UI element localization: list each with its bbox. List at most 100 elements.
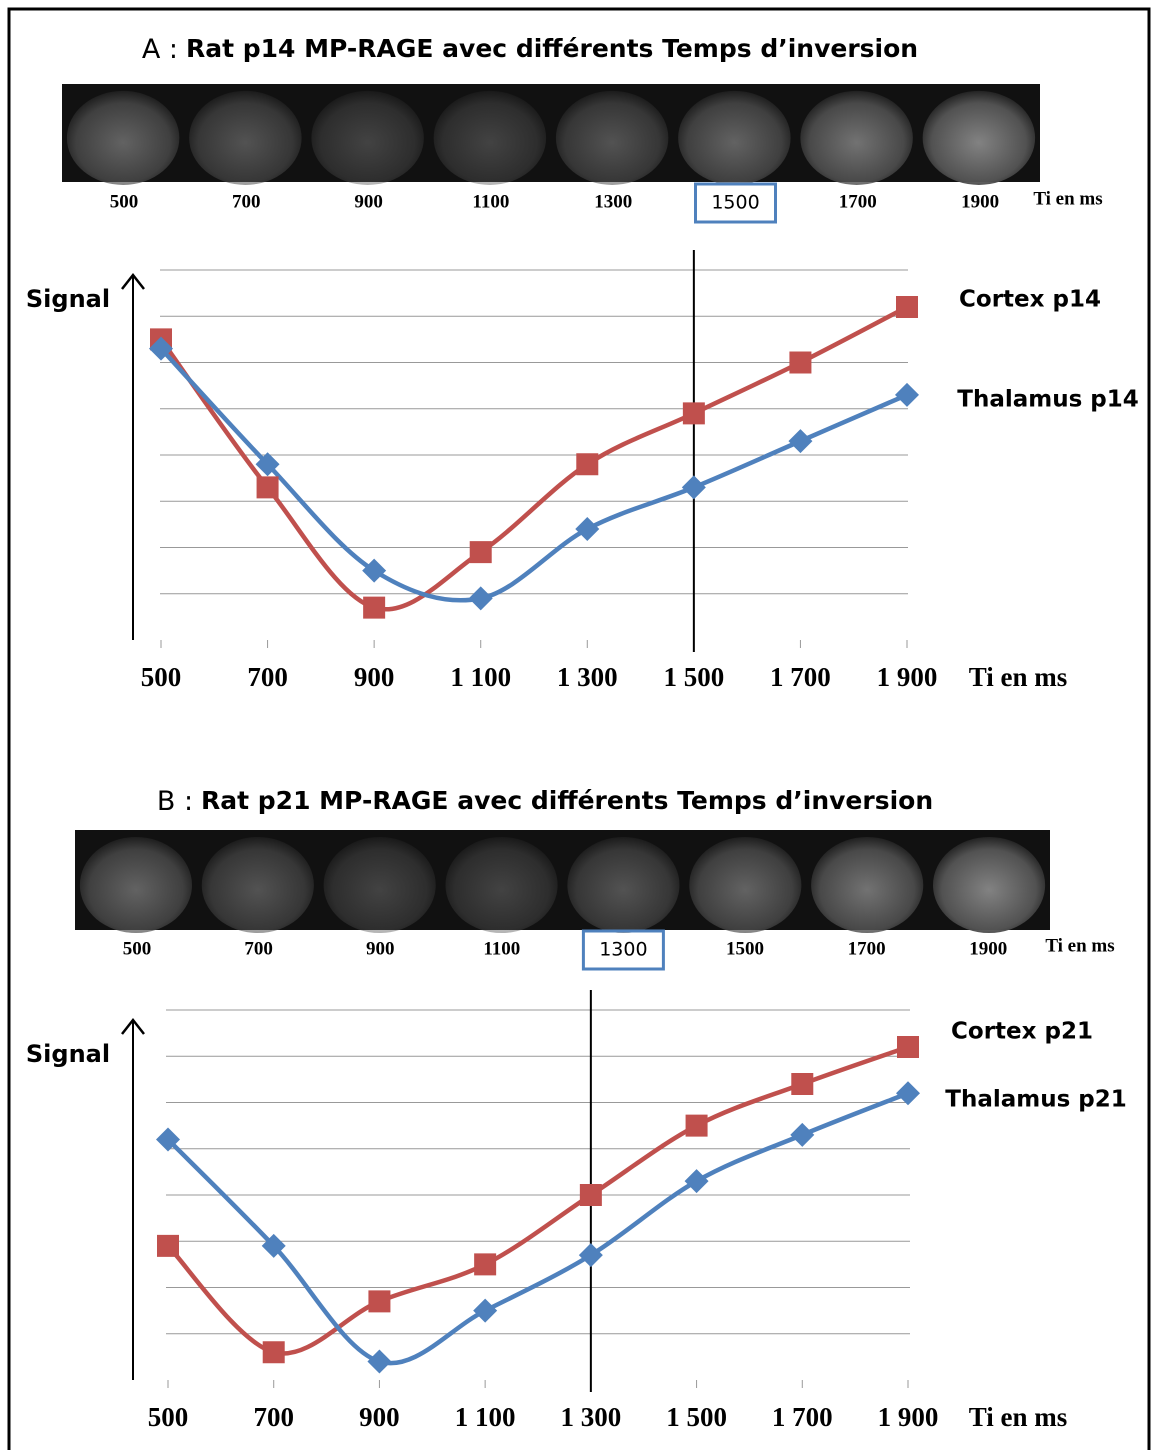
- y-axis-label: Signal: [26, 285, 110, 313]
- panel-label: B :: [157, 786, 193, 817]
- image-label: 1500: [726, 938, 764, 959]
- series-line: [159, 347, 908, 603]
- x-tick-label: 1 300: [560, 1402, 621, 1432]
- mri-slice: [689, 837, 802, 933]
- mri-slice: [323, 837, 436, 933]
- x-tick-label: 1 700: [772, 1402, 833, 1432]
- x-tick-label: 1 500: [663, 662, 724, 692]
- marker: [895, 382, 919, 407]
- mri-slice: [678, 90, 791, 185]
- legend-entry: Thalamus p21: [945, 1087, 1127, 1113]
- x-tick-label: 900: [354, 662, 395, 692]
- legend-entry: Cortex p21: [951, 1019, 1093, 1045]
- selected-box: [694, 182, 777, 224]
- mri-slice: [922, 90, 1036, 185]
- image-label: 500: [110, 191, 139, 212]
- mri-slice: [567, 837, 680, 933]
- image-unit: Ti en ms: [1045, 935, 1114, 956]
- marker: [788, 429, 813, 454]
- marker: [468, 586, 493, 611]
- chart-title: B : Rat p21 MP-RAGE avec différents Temp…: [157, 786, 933, 817]
- mri-slice: [811, 837, 924, 933]
- selected-box: [581, 929, 665, 971]
- x-tick-label: 700: [253, 1402, 294, 1432]
- x-tick-label: 900: [359, 1402, 400, 1432]
- image-label: 900: [366, 938, 395, 959]
- x-tick-label: 1 700: [770, 662, 831, 692]
- title-text: Rat p21 MP-RAGE avec différents Temps d’…: [201, 786, 933, 815]
- panel-label: A :: [142, 34, 178, 65]
- mri-slice: [800, 90, 913, 185]
- marker: [368, 1290, 391, 1313]
- marker: [896, 296, 918, 318]
- x-tick-label: 1 100: [455, 1402, 516, 1432]
- image-label: 1700: [848, 938, 886, 959]
- marker: [262, 1341, 285, 1364]
- marker: [576, 453, 599, 476]
- x-tick-label: 500: [148, 1402, 189, 1432]
- mri-slice: [311, 90, 424, 185]
- marker: [469, 541, 492, 564]
- marker: [474, 1253, 497, 1276]
- x-tick-label: 1 100: [450, 662, 511, 692]
- frame: [7, 7, 1151, 1450]
- marker: [685, 1114, 708, 1137]
- y-arrow: [121, 272, 145, 290]
- mri-slice: [201, 837, 314, 933]
- y-axis-label: Signal: [26, 1040, 110, 1068]
- marker: [684, 1169, 709, 1194]
- marker: [791, 1073, 814, 1095]
- marker: [790, 1122, 815, 1147]
- image-label: 900: [354, 191, 383, 212]
- image-label: 1900: [969, 938, 1007, 959]
- image-label: 700: [244, 938, 273, 959]
- x-tick-label: 1 500: [666, 1402, 727, 1432]
- chart-title: A : Rat p14 MP-RAGE avec différents Temp…: [142, 34, 918, 65]
- marker: [896, 1081, 920, 1106]
- marker: [578, 1243, 603, 1268]
- image-label: 500: [123, 938, 152, 959]
- image-label: 1100: [483, 938, 520, 959]
- x-axis-label: Ti en ms: [969, 662, 1068, 692]
- image-label: 1900: [961, 191, 999, 212]
- mri-slice: [189, 90, 302, 185]
- marker: [149, 336, 173, 361]
- x-axis-label: Ti en ms: [969, 1402, 1068, 1432]
- image-unit: Ti en ms: [1033, 188, 1102, 209]
- marker: [897, 1036, 919, 1058]
- image-label: 1500: [711, 192, 759, 214]
- marker: [575, 517, 600, 541]
- mri-slice: [433, 90, 547, 185]
- x-tick-label: 700: [247, 662, 288, 692]
- marker: [367, 1349, 392, 1374]
- image-label: 1300: [594, 191, 632, 212]
- marker: [261, 1233, 286, 1258]
- mri-slice: [66, 90, 180, 185]
- marker: [362, 558, 387, 583]
- legend-entry: Thalamus p14: [957, 387, 1139, 413]
- legend-entry: Cortex p14: [959, 287, 1101, 313]
- image-label: 1700: [839, 191, 877, 212]
- image-label: 1300: [599, 939, 647, 961]
- image-label: 1100: [472, 191, 509, 212]
- marker: [681, 475, 706, 500]
- mri-slice: [555, 90, 669, 185]
- marker: [579, 1184, 602, 1206]
- marker: [682, 402, 705, 425]
- marker: [363, 596, 386, 619]
- x-tick-label: 1 900: [877, 662, 938, 692]
- x-tick-label: 1 300: [557, 662, 618, 692]
- marker: [255, 452, 280, 477]
- mri-slice: [445, 837, 558, 933]
- image-label: 700: [232, 191, 261, 212]
- marker: [473, 1298, 498, 1323]
- marker: [256, 476, 279, 499]
- x-tick-label: 500: [141, 662, 182, 692]
- marker: [789, 351, 812, 374]
- x-tick-label: 1 900: [878, 1402, 939, 1432]
- marker: [156, 1127, 180, 1152]
- y-arrow: [121, 1017, 145, 1035]
- mri-slice: [933, 837, 1046, 933]
- mri-slice: [79, 837, 192, 933]
